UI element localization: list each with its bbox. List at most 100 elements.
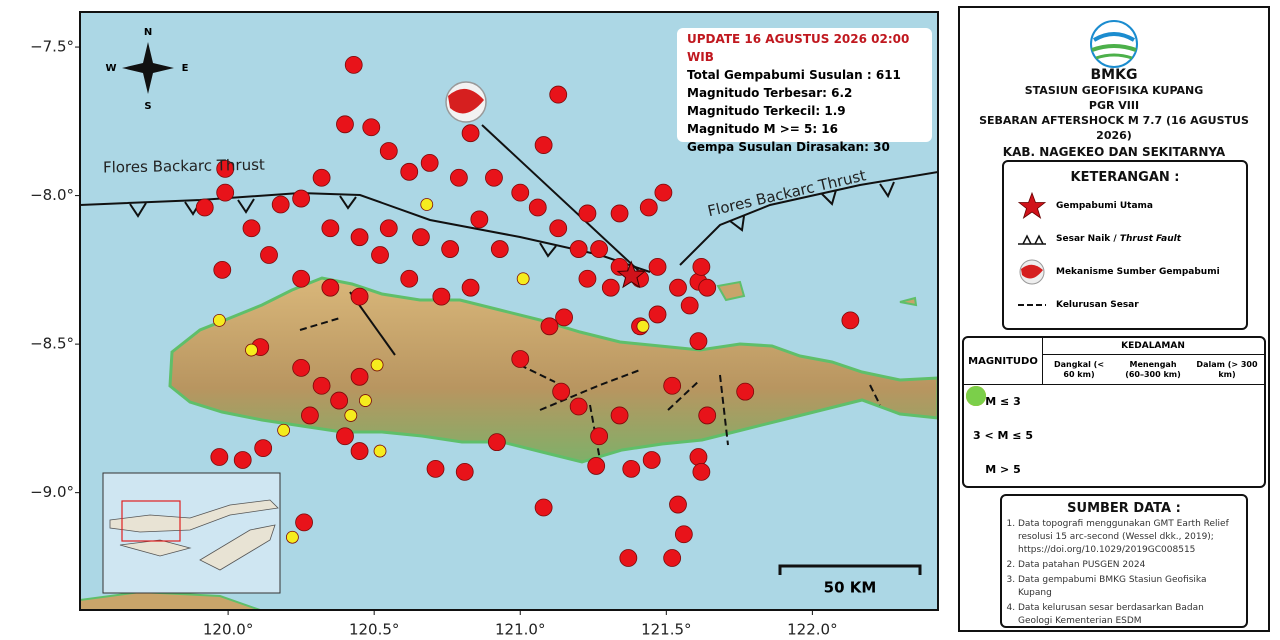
earthquake bbox=[412, 228, 430, 247]
earthquake bbox=[578, 269, 597, 288]
earthquake bbox=[549, 85, 568, 104]
update-line: UPDATE 16 AGUSTUS 2026 02:00 WIB bbox=[687, 32, 910, 64]
earthquake bbox=[578, 204, 597, 223]
earthquake bbox=[636, 319, 650, 333]
legend-label: Gempabumi Utama bbox=[1056, 200, 1153, 211]
earthquake bbox=[295, 513, 313, 532]
earthquake bbox=[301, 406, 319, 425]
earthquake bbox=[619, 549, 638, 567]
lineament bbox=[869, 384, 881, 406]
info-line: Magnitudo Terbesar: 6.2 bbox=[687, 86, 853, 100]
earthquake bbox=[648, 305, 667, 324]
islet bbox=[899, 296, 918, 307]
compass: N W E S bbox=[105, 27, 188, 112]
earthquake bbox=[590, 427, 609, 446]
earthquake bbox=[213, 260, 232, 279]
earthquake bbox=[555, 308, 573, 327]
side-panel: BMKG STASIUN GEOFISIKA KUPANG PGR VIII S… bbox=[958, 6, 1270, 632]
org: BMKG bbox=[1090, 67, 1138, 83]
lineament bbox=[719, 374, 729, 446]
earthquake bbox=[642, 451, 661, 469]
earthquake bbox=[470, 210, 489, 229]
earthquake bbox=[461, 278, 480, 297]
magnitude-label: M > 5 bbox=[985, 462, 1021, 476]
focal-mechanism bbox=[445, 81, 487, 123]
depth-table: MAGNITUDO KEDALAMAN Dangkal (< 60 km) Men… bbox=[962, 336, 1266, 488]
earthquake bbox=[654, 183, 673, 202]
earthquake bbox=[601, 278, 620, 297]
earthquake bbox=[330, 391, 349, 410]
panel-subtitle: KAB. NAGEKEO DAN SEKITARNYA bbox=[1002, 145, 1226, 159]
earthquake bbox=[344, 409, 358, 422]
source-item: Data gempabumi BMKG Stasiun Geofisika Ku… bbox=[1018, 574, 1236, 600]
magnitude-row: 3 < M ≤ 5 bbox=[964, 389, 1264, 452]
compass-letter: N bbox=[144, 27, 152, 38]
earthquake bbox=[441, 240, 460, 258]
earthquake bbox=[277, 423, 291, 437]
earthquake bbox=[379, 219, 398, 238]
lineament bbox=[667, 379, 701, 411]
compass-rose bbox=[122, 42, 174, 94]
compass-letter: W bbox=[105, 63, 116, 74]
earthquake bbox=[233, 451, 252, 469]
magnitude-rows: M ≤ 3 3 < M ≤ 5 M > 5 bbox=[964, 384, 1264, 486]
earthquake bbox=[312, 168, 331, 187]
earthquake bbox=[420, 154, 439, 172]
earthquake bbox=[373, 444, 387, 458]
lineament bbox=[519, 364, 556, 383]
info-box: UPDATE 16 AGUSTUS 2026 02:00 WIB Total G… bbox=[677, 28, 932, 154]
earthquake bbox=[371, 246, 389, 264]
depth-title: KEDALAMAN bbox=[1042, 338, 1264, 355]
lineament bbox=[299, 317, 341, 331]
magnitude-label: 3 < M ≤ 5 bbox=[972, 428, 1033, 442]
earthquake bbox=[254, 439, 273, 457]
depth-head: Dalam (> 300 km) bbox=[1196, 359, 1258, 379]
earthquake bbox=[669, 495, 687, 514]
x-tick-label: 120.5° bbox=[349, 621, 399, 639]
earthquake bbox=[552, 382, 571, 401]
map-frame bbox=[79, 11, 939, 611]
earthquake bbox=[336, 115, 354, 134]
compass-letter: E bbox=[182, 63, 189, 74]
earthquake bbox=[648, 257, 667, 276]
legend-label: Thrust Fault bbox=[1119, 233, 1181, 244]
earthquake bbox=[689, 448, 708, 466]
earthquake bbox=[336, 427, 354, 446]
inset-extent bbox=[121, 500, 181, 542]
x-tick-label: 121.5° bbox=[641, 621, 691, 639]
earthquake bbox=[610, 204, 629, 223]
legend-item: Gempabumi Utama bbox=[1004, 189, 1246, 222]
islet bbox=[716, 280, 746, 302]
earthquake bbox=[549, 219, 568, 238]
earthquake bbox=[212, 313, 226, 327]
legend-star bbox=[1018, 191, 1046, 219]
depth-heads: Dangkal (< 60 km) Menengah (60–300 km) Dal… bbox=[1042, 355, 1264, 385]
earthquake bbox=[400, 269, 419, 288]
mainshock bbox=[616, 260, 646, 289]
x-tick-label: 122.0° bbox=[787, 621, 837, 639]
earthquake bbox=[680, 296, 699, 315]
earthquake bbox=[540, 317, 559, 336]
earthquake bbox=[216, 159, 235, 178]
lineament bbox=[539, 369, 641, 411]
info-line: Total Gempabumi Susulan : 611 bbox=[687, 68, 901, 82]
source-title: SUMBER DATA : bbox=[1067, 501, 1181, 516]
earthquake bbox=[260, 246, 278, 264]
earthquake bbox=[736, 382, 755, 401]
earthquake bbox=[432, 287, 451, 306]
legend-box: KETERANGAN : Gempabumi Utama Sesar Naik … bbox=[1002, 160, 1248, 330]
scale-label: 50 KM bbox=[824, 579, 877, 597]
beachball-quadrant bbox=[448, 88, 484, 114]
legend-ball bbox=[1019, 259, 1045, 284]
earthquake bbox=[362, 118, 381, 137]
magnitude-title: MAGNITUDO bbox=[964, 338, 1043, 385]
station: STASIUN GEOFISIKA KUPANG bbox=[1024, 84, 1204, 97]
magnitude-row: M ≤ 3 bbox=[964, 384, 1264, 418]
earthquake bbox=[420, 198, 434, 211]
earthquake bbox=[350, 367, 369, 386]
earthquake bbox=[350, 228, 369, 247]
flores-island bbox=[168, 276, 938, 464]
earthquake bbox=[242, 219, 261, 238]
earthquake bbox=[285, 530, 299, 544]
region: PGR VIII bbox=[1088, 99, 1140, 112]
